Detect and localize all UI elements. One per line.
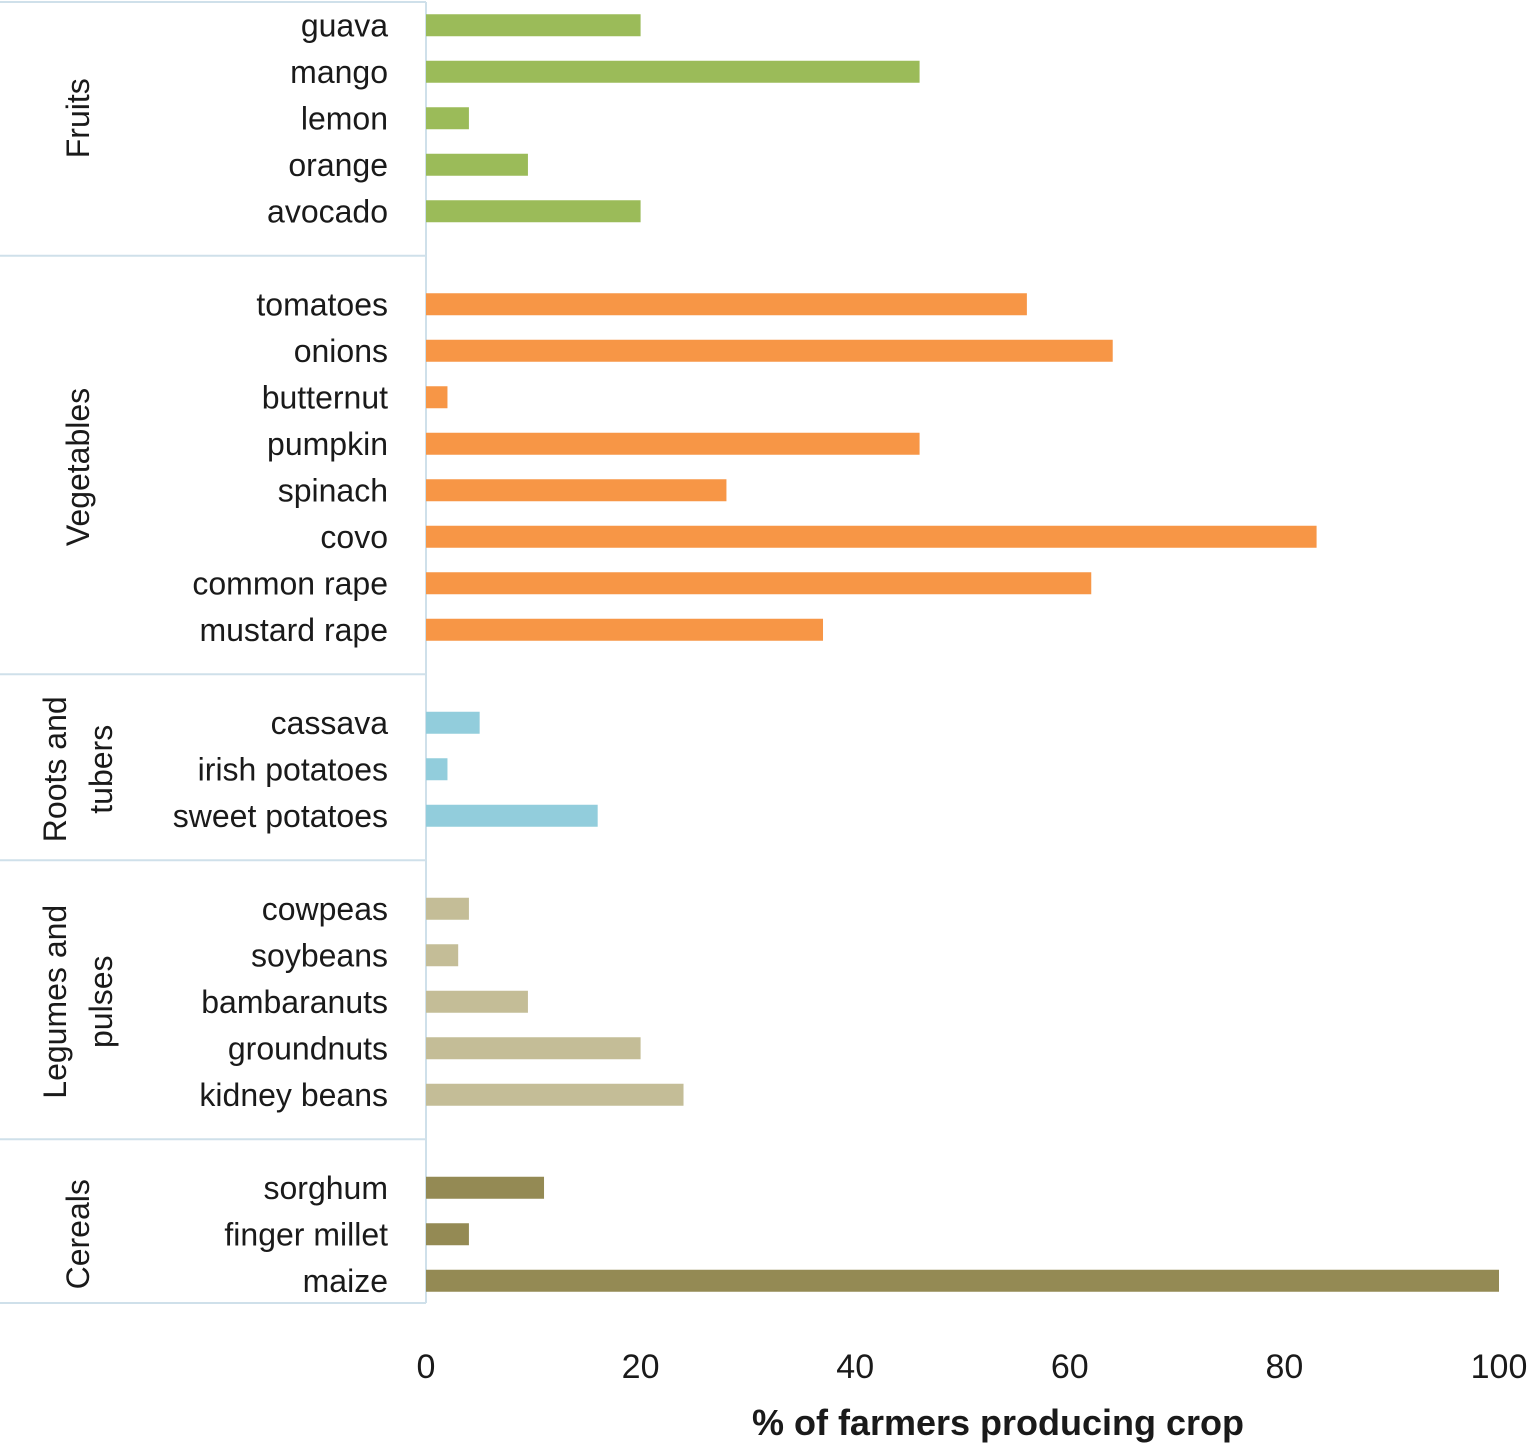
bar-sweet-potatoes [426,804,598,827]
group-label: Cereals [60,1179,96,1289]
x-tick-label: 20 [622,1348,660,1386]
bar-onions [426,339,1113,362]
bar-cowpeas [426,897,469,920]
category-label-layer: guava mango lemon orange avocado tomatoes onio… [173,7,388,1299]
bar-finger-millet [426,1223,469,1246]
bar-groundnuts [426,1037,641,1060]
group-layer: Fruits Vegetables Roots and tubers Legumes a… [0,1,427,1304]
category-label: covo [320,519,388,555]
bar-butternut [426,386,448,409]
bar-pumpkin [426,432,920,455]
bar-mustard-rape [426,618,824,641]
category-label: guava [301,7,388,43]
category-label: maize [303,1263,388,1299]
category-label: cassava [271,705,389,741]
category-label: sorghum [264,1170,389,1206]
group-label: Vegetables [60,388,96,546]
group-label: Fruits [60,78,96,158]
bar-avocado [426,200,641,223]
category-label: pumpkin [267,426,388,462]
category-label: finger millet [224,1216,388,1252]
category-label: mustard rape [199,612,388,648]
bar-spinach [426,479,727,502]
group-label: tubers [83,725,119,814]
x-tick-label: 40 [836,1348,874,1386]
category-label: avocado [267,193,388,229]
category-label: lemon [301,100,388,136]
category-label: kidney beans [199,1077,388,1113]
bar-orange [426,153,528,176]
bar-layer [426,14,1499,1292]
bar-kidney-beans [426,1083,684,1106]
category-label: orange [288,147,388,183]
bar-common-rape [426,572,1092,595]
category-label: mango [290,54,388,90]
category-label: cowpeas [262,891,388,927]
x-tick-label: 100 [1471,1348,1528,1386]
x-axis-title: % of farmers producing crop [752,1402,1244,1443]
category-label: butternut [262,379,388,415]
bar-sorghum [426,1176,545,1199]
category-label: common rape [192,565,388,601]
bar-cassava [426,711,480,734]
x-tick-label: 0 [417,1348,436,1386]
bar-guava [426,14,641,37]
bar-irish-potatoes [426,758,448,781]
x-tick-label: 60 [1051,1348,1089,1386]
x-tick-layer: 0 20 40 60 80 100 [417,1348,1528,1386]
bar-mango [426,60,920,83]
group-label: Roots and [37,696,73,842]
category-label: groundnuts [228,1030,388,1066]
category-label: irish potatoes [198,751,388,787]
bar-tomatoes [426,293,1027,316]
category-label: bambaranuts [201,984,388,1020]
bar-lemon [426,107,469,130]
category-label: soybeans [251,937,388,973]
x-tick-label: 80 [1265,1348,1303,1386]
bar-soybeans [426,944,459,967]
bar-bambaranuts [426,990,528,1013]
bar-maize [426,1269,1499,1292]
category-label: sweet potatoes [173,798,388,834]
category-label: onions [294,333,388,369]
group-label: Legumes and [37,905,73,1099]
category-label: spinach [278,472,388,508]
category-label: tomatoes [256,286,388,322]
bar-covo [426,525,1317,548]
group-label: pulses [83,956,119,1049]
